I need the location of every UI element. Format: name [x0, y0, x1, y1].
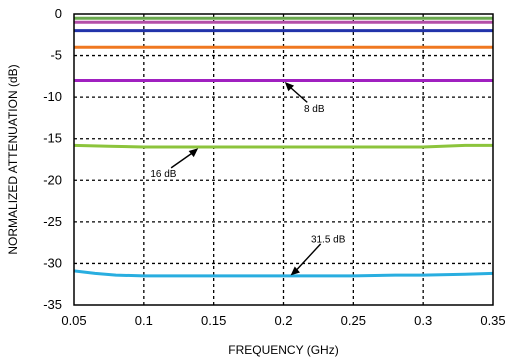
annotation-arrow [170, 151, 194, 169]
annotation-arrow [294, 243, 322, 272]
grid-lines [74, 14, 493, 305]
y-axis-label: NORMALIZED ATTENUATION (dB) [6, 64, 20, 254]
x-tick-label: 0.15 [201, 313, 226, 328]
plot-frame [73, 13, 494, 306]
x-tick-label: 0.1 [135, 313, 153, 328]
y-tick-label: -10 [43, 89, 62, 104]
annotation-arrowhead [188, 148, 199, 158]
annotation-label: 16 dB [150, 169, 176, 180]
y-tick-labels: 0 -5 -10 -15 -20 -25 -30 -35 [43, 6, 62, 312]
x-tick-label: 0.3 [414, 313, 432, 328]
y-tick-label: -30 [43, 255, 62, 270]
annotations: 8 dB 16 dB 31.5 dB [150, 81, 346, 276]
y-tick-label: -5 [50, 48, 62, 63]
x-tick-labels: 0.05 0.1 0.15 0.2 0.25 0.3 0.35 [61, 313, 505, 328]
y-tick-label: 0 [55, 6, 62, 21]
y-tick-label: -15 [43, 131, 62, 146]
annotation-label: 8 dB [304, 104, 325, 115]
series-line [73, 269, 494, 278]
annotation-arrowhead [290, 266, 301, 276]
series-lines [73, 16, 494, 278]
y-tick-label: -20 [43, 172, 62, 187]
y-tick-label: -25 [43, 214, 62, 229]
y-tick-label: -35 [43, 297, 62, 312]
annotation-arrow [288, 85, 308, 103]
series-line [73, 143, 493, 149]
x-tick-label: 0.35 [480, 313, 505, 328]
x-tick-label: 0.25 [341, 313, 366, 328]
x-tick-label: 0.05 [61, 313, 86, 328]
x-tick-label: 0.2 [274, 313, 292, 328]
annotation-label: 31.5 dB [311, 235, 346, 246]
annotation-arrowhead [284, 81, 295, 92]
x-axis-label: FREQUENCY (GHz) [228, 343, 338, 357]
